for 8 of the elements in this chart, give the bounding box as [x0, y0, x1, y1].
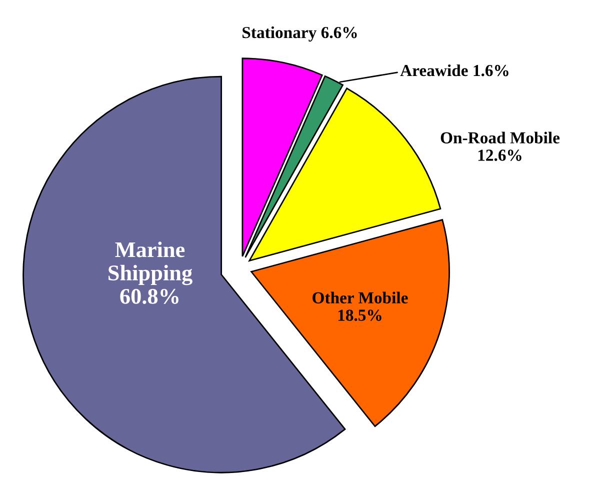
slice-label: Stationary 6.6%: [242, 26, 357, 42]
legend-label: Areawide 1.6%: [400, 64, 508, 76]
data-label: 60.8%: [120, 288, 178, 304]
data-label: 12.6%: [478, 150, 522, 161]
slice-label: Marine Shipping: [108, 242, 192, 286]
data-label: 18.5%: [338, 310, 382, 321]
slice-label: Other Mobile: [312, 292, 408, 304]
slice-label: On-Road Mobile: [440, 132, 560, 144]
